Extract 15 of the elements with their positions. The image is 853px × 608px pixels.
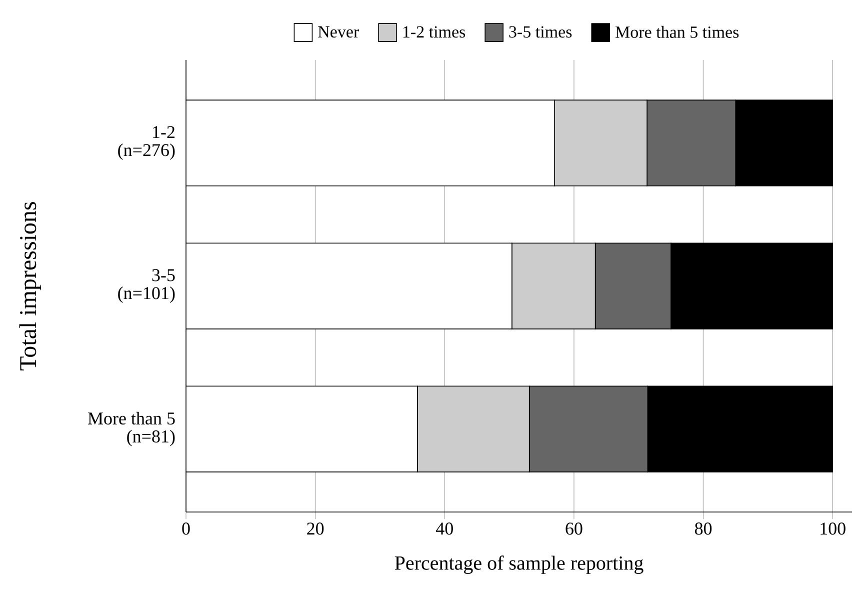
x-tick-label: 40 [436,522,453,535]
legend-label: 3-5 times [509,26,572,38]
legend-label: 1-2 times [403,26,466,38]
y-tick-label: 3-5 (n=101) [118,269,175,303]
x-tick-label: 100 [820,522,846,535]
x-tick-label: 80 [694,522,712,535]
x-axis-title: Percentage of sample reporting [394,556,644,574]
y-tick-label: 1-2 (n=276) [118,126,175,160]
x-tick-label: 0 [182,522,190,535]
y-axis-title: Total impressions [19,202,42,370]
x-tick-label: 60 [566,522,582,535]
legend-label: More than 5 times [616,26,739,38]
x-tick-label: 20 [307,522,324,535]
legend-label: Never [318,26,359,38]
y-tick-label: More than 5 (n=81) [88,412,175,446]
